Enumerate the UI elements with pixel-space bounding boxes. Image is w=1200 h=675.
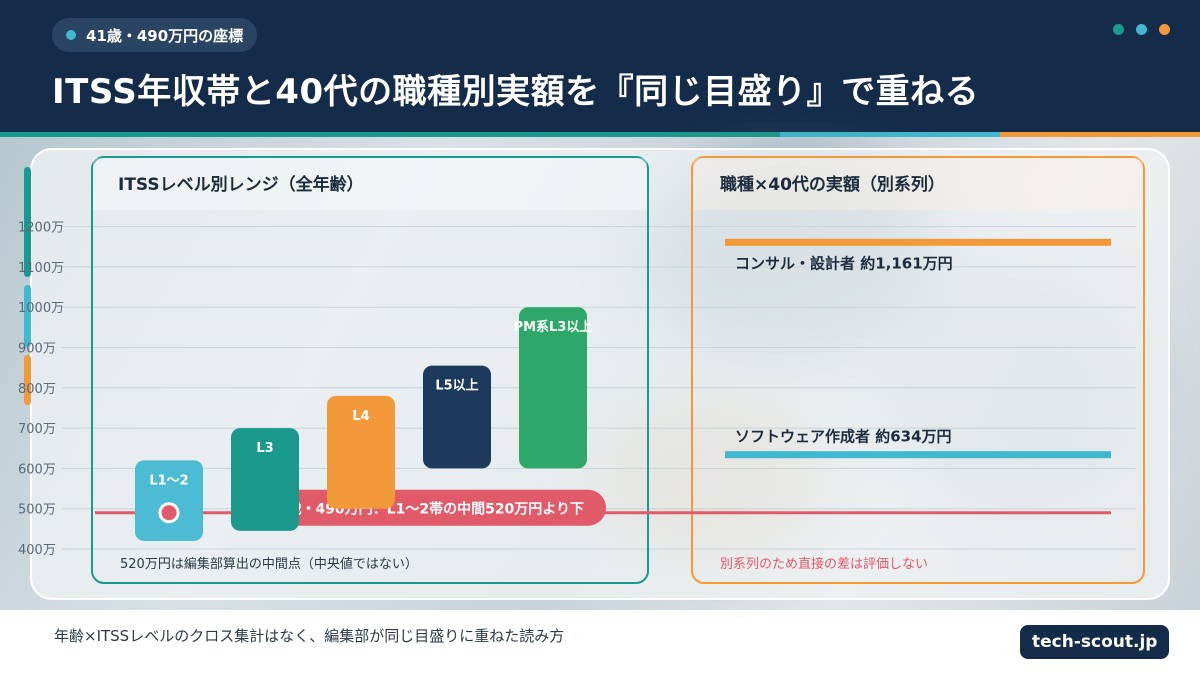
itss-bar: [231, 428, 299, 531]
itss-bar-label: L3: [256, 441, 273, 456]
itss-bars: L1〜2 L3 L4 L5以上 PM系L3以上: [135, 307, 592, 541]
y-tick-label: 1200万: [18, 221, 64, 236]
itss-panel-header: [93, 158, 647, 210]
footer-note: 年齢×ITSSレベルのクロス集計はなく、編集部が同じ目盛りに重ねた読み方: [54, 627, 565, 645]
badge-dot-icon: [66, 30, 76, 40]
job-value-label: コンサル・設計者 約1,161万円: [735, 254, 953, 272]
page-title: ITSS年収帯と40代の職種別実額を『同じ目盛り』で重ねる: [52, 72, 980, 112]
header: 41歳・490万円の座標 ITSS年収帯と40代の職種別実額を『同じ目盛り』で重…: [0, 0, 1200, 132]
y-tick-label: 900万: [18, 342, 56, 357]
job-value-line: [725, 451, 1111, 459]
window-dot-icon: [1113, 24, 1124, 35]
itss-bar-label: L5以上: [435, 379, 478, 394]
itss-bar-label: L4: [352, 409, 369, 424]
itss-bar: [135, 460, 203, 541]
y-tick-label: 400万: [18, 543, 56, 558]
window-dot-icon: [1136, 24, 1147, 35]
y-tick-label: 800万: [18, 382, 56, 397]
badge-text: 41歳・490万円の座標: [86, 26, 244, 45]
accent-bar-blue: [780, 132, 1000, 137]
site-badge[interactable]: tech-scout.jp: [1020, 625, 1170, 659]
job-value-line: [725, 238, 1111, 246]
y-tick-label: 1100万: [18, 261, 64, 276]
itss-bar-label: PM系L3以上: [514, 319, 593, 335]
reference-label: 41歳・490万円：L1〜2帯の中間520万円より下: [268, 501, 584, 518]
accent-bar-teal: [0, 132, 780, 137]
coordinate-badge: 41歳・490万円の座標: [52, 18, 258, 52]
job-value-label: ソフトウェア作成者 約634万円: [735, 428, 952, 446]
itss-bar-label: L1〜2: [149, 473, 188, 488]
window-dot-icon: [1159, 24, 1170, 35]
job-panel-frame: [691, 156, 1145, 584]
itss-bar: [423, 365, 491, 469]
itss-bar: [327, 395, 395, 509]
y-tick-label: 500万: [18, 503, 56, 518]
position-marker: [158, 502, 180, 524]
chart-panel: [30, 148, 1170, 600]
job-panel-header: [693, 158, 1143, 210]
y-tick-label: 600万: [18, 462, 56, 477]
y-tick-label: 700万: [18, 422, 56, 437]
accent-bar-orange: [1000, 132, 1200, 137]
job-panel-note: 別系列のため直接の差は評価しない: [720, 556, 928, 572]
itss-bar: [519, 307, 587, 469]
window-dots: [1113, 24, 1170, 35]
job-panel-title: 職種×40代の実額（別系列）: [720, 174, 945, 195]
itss-panel-note: 520万円は編集部算出の中間点（中央値ではない）: [120, 556, 418, 572]
itss-panel-title: ITSSレベル別レンジ（全年齢）: [118, 174, 364, 195]
itss-panel-frame: [91, 156, 649, 584]
y-tick-label: 1000万: [18, 301, 64, 316]
y-tick-labels: 400万 500万 600万 700万 800万 900万 1000万 1100万 1200万: [18, 221, 64, 558]
